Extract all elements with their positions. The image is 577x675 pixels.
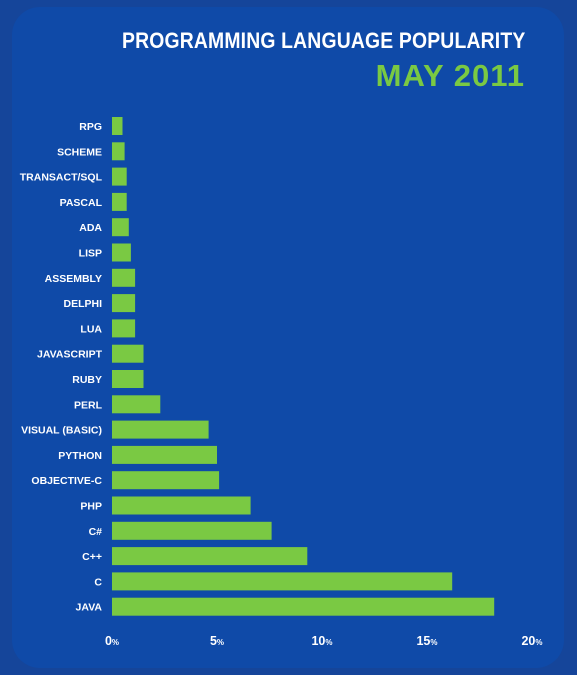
category-label-c: C++ xyxy=(82,551,102,563)
category-label-lisp: LISP xyxy=(79,248,102,260)
x-tick-20: 20% xyxy=(521,634,542,648)
bar-javascript xyxy=(112,344,144,363)
category-label-c: C# xyxy=(89,526,103,538)
x-tick-5: 5% xyxy=(210,634,224,648)
category-label-transact-sql: TRANSACT/SQL xyxy=(20,172,103,184)
bar-delphi xyxy=(112,294,136,313)
category-label-rpg: RPG xyxy=(79,121,102,133)
bars-layer xyxy=(112,117,495,616)
category-label-objective-c: OBJECTIVE-C xyxy=(31,475,102,487)
bar-c xyxy=(112,572,453,591)
category-label-php: PHP xyxy=(80,501,102,513)
category-label-lua: LUA xyxy=(80,323,102,335)
category-label-visual-basic: VISUAL (BASIC) xyxy=(21,425,102,437)
x-tick-10: 10% xyxy=(311,634,332,648)
bar-assembly xyxy=(112,268,136,287)
x-tick-0: 0% xyxy=(105,634,119,648)
bar-python xyxy=(112,445,217,464)
category-label-ruby: RUBY xyxy=(72,374,102,386)
category-label-javascript: JAVASCRIPT xyxy=(37,349,103,361)
bar-pascal xyxy=(112,192,127,211)
category-label-pascal: PASCAL xyxy=(60,197,103,209)
bar-objective-c xyxy=(112,471,220,490)
category-label-assembly: ASSEMBLY xyxy=(45,273,102,285)
bar-scheme xyxy=(112,142,125,161)
bar-ruby xyxy=(112,370,144,388)
bar-lisp xyxy=(112,243,131,262)
category-label-python: PYTHON xyxy=(58,450,102,462)
bar-java xyxy=(112,597,495,616)
x-axis-ticks-layer: 0% 5% 10% 15% 20% xyxy=(105,634,543,648)
bar-rpg xyxy=(112,117,123,135)
category-label-scheme: SCHEME xyxy=(57,146,102,158)
bar-c xyxy=(112,547,308,566)
bar-lua xyxy=(112,319,136,338)
bar-transact-sql xyxy=(112,167,127,186)
x-tick-15: 15% xyxy=(416,634,437,648)
category-label-perl: PERL xyxy=(74,399,103,411)
category-label-java: JAVA xyxy=(76,602,103,614)
bar-c xyxy=(112,521,272,540)
chart-title: PROGRAMMING LANGUAGE POPULARITY xyxy=(121,28,525,53)
chart-subtitle: MAY 2011 xyxy=(375,58,525,93)
category-label-delphi: DELPHI xyxy=(63,298,102,310)
bar-perl xyxy=(112,395,161,414)
bar-ada xyxy=(112,218,129,237)
category-labels-layer: RPG SCHEME TRANSACT/SQL PASCAL ADA LISP ASSEMB… xyxy=(20,121,103,614)
bar-visual-basic xyxy=(112,420,209,439)
bar-php xyxy=(112,496,251,515)
category-label-c: C xyxy=(94,576,102,588)
category-label-ada: ADA xyxy=(79,222,102,234)
